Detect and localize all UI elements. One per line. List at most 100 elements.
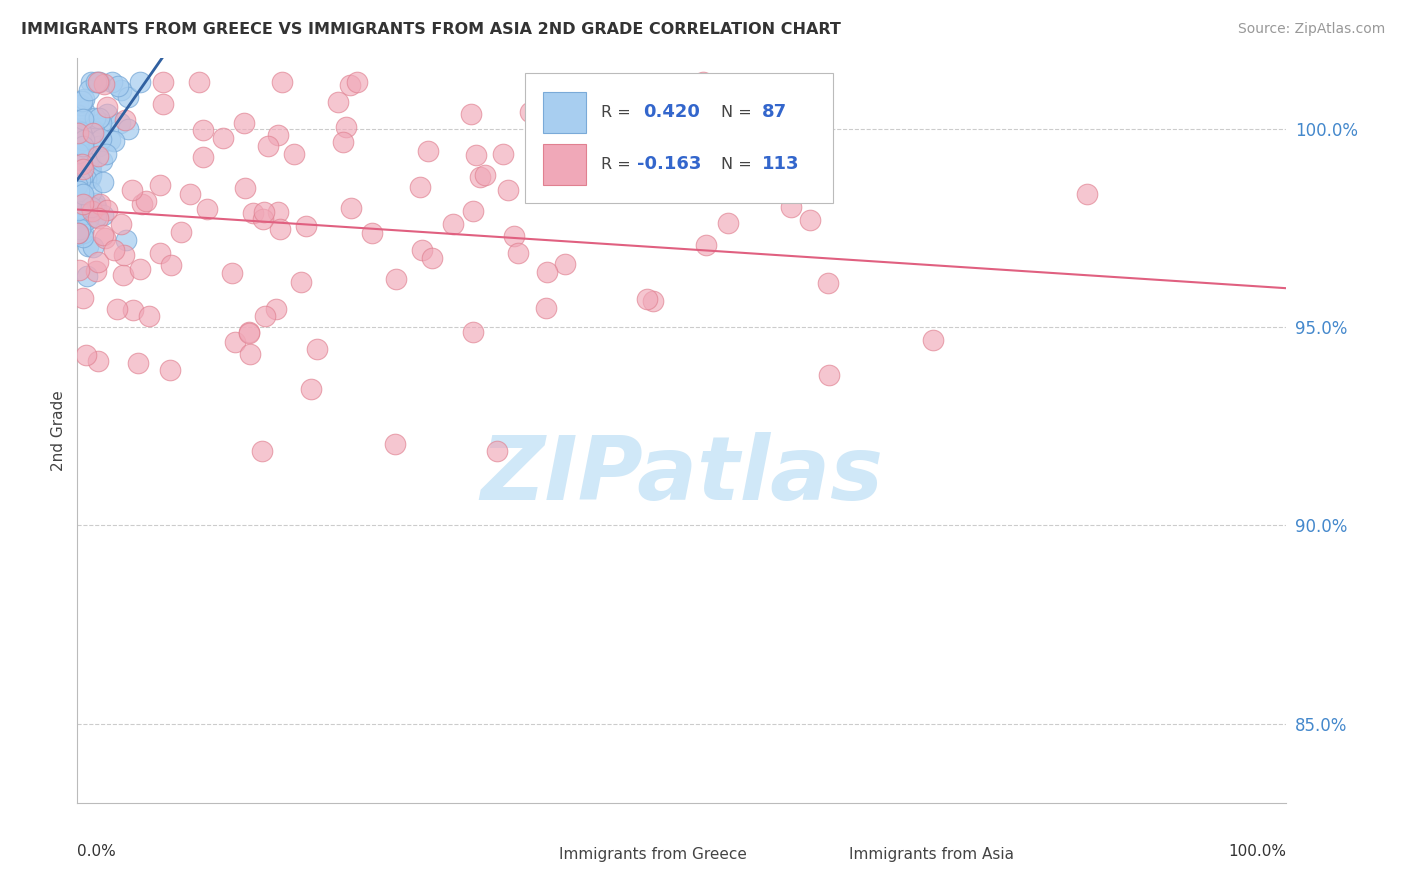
- Point: [77, 152, 100, 166]
- Point: [87, 75, 110, 89]
- Point: [76, 150, 98, 164]
- Point: [115, 233, 138, 247]
- Point: [422, 252, 444, 266]
- Point: [82, 126, 104, 140]
- Point: [129, 75, 152, 89]
- Point: [73, 133, 96, 147]
- Point: [75, 148, 97, 162]
- Point: [69, 173, 91, 187]
- Point: [636, 293, 658, 307]
- Point: [267, 128, 290, 142]
- Point: [84, 210, 107, 224]
- Point: [111, 268, 134, 282]
- Point: [96, 202, 118, 217]
- Point: [67, 262, 90, 277]
- Point: [152, 75, 174, 89]
- Point: [69, 121, 91, 136]
- Text: R =: R =: [600, 157, 636, 172]
- Point: [72, 142, 94, 156]
- Point: [73, 207, 96, 221]
- Point: [72, 230, 94, 244]
- Point: [90, 116, 112, 130]
- Point: [87, 111, 110, 125]
- Point: [89, 120, 111, 135]
- Text: Immigrants from Asia: Immigrants from Asia: [849, 847, 1014, 863]
- Point: [269, 221, 291, 235]
- Point: [72, 186, 94, 201]
- Point: [84, 111, 107, 125]
- Point: [77, 212, 100, 227]
- Point: [90, 153, 112, 168]
- Point: [299, 382, 322, 396]
- Point: [339, 78, 361, 92]
- Point: [485, 443, 508, 458]
- Point: [69, 98, 91, 112]
- Point: [105, 302, 128, 317]
- Text: IMMIGRANTS FROM GREECE VS IMMIGRANTS FROM ASIA 2ND GRADE CORRELATION CHART: IMMIGRANTS FROM GREECE VS IMMIGRANTS FRO…: [21, 22, 841, 37]
- Point: [224, 334, 246, 349]
- Point: [152, 96, 174, 111]
- Text: 87: 87: [762, 103, 787, 121]
- Point: [73, 120, 96, 135]
- Text: 100.0%: 100.0%: [1229, 844, 1286, 859]
- Text: N =: N =: [721, 157, 756, 172]
- Point: [384, 272, 406, 286]
- Point: [77, 239, 100, 253]
- Point: [717, 216, 740, 230]
- Point: [193, 149, 215, 163]
- Point: [117, 89, 139, 103]
- Point: [93, 77, 115, 91]
- Point: [506, 246, 529, 260]
- Point: [384, 436, 406, 450]
- Point: [101, 75, 124, 89]
- Point: [91, 228, 114, 243]
- Point: [72, 162, 94, 177]
- Point: [463, 203, 485, 218]
- Point: [72, 139, 94, 153]
- Point: [326, 95, 349, 109]
- Text: Immigrants from Greece: Immigrants from Greece: [558, 847, 747, 863]
- Point: [817, 277, 839, 291]
- Point: [554, 257, 576, 271]
- Point: [416, 144, 439, 158]
- Point: [67, 95, 90, 110]
- FancyBboxPatch shape: [524, 73, 832, 203]
- Point: [110, 83, 132, 97]
- Point: [72, 197, 94, 211]
- Point: [87, 254, 110, 268]
- Point: [90, 131, 112, 145]
- Point: [67, 146, 90, 161]
- Point: [138, 310, 160, 324]
- Point: [75, 206, 97, 220]
- Point: [160, 258, 183, 272]
- Point: [242, 206, 264, 220]
- Point: [187, 75, 209, 89]
- Point: [465, 148, 488, 162]
- Point: [67, 126, 90, 140]
- Point: [799, 212, 821, 227]
- Point: [211, 131, 233, 145]
- Point: [159, 362, 181, 376]
- Point: [135, 194, 157, 209]
- Point: [84, 264, 107, 278]
- FancyBboxPatch shape: [543, 144, 586, 185]
- Point: [72, 190, 94, 204]
- Point: [84, 195, 107, 210]
- Point: [107, 78, 129, 93]
- Point: [921, 333, 943, 347]
- Point: [72, 292, 94, 306]
- Point: [70, 94, 93, 108]
- Point: [221, 266, 243, 280]
- Point: [360, 226, 382, 240]
- Point: [79, 186, 101, 200]
- Point: [87, 149, 110, 163]
- Point: [564, 130, 586, 145]
- Point: [72, 197, 94, 211]
- FancyBboxPatch shape: [543, 92, 586, 133]
- Point: [69, 125, 91, 139]
- Point: [67, 184, 90, 198]
- Point: [91, 175, 114, 189]
- Point: [238, 326, 260, 340]
- Point: [72, 112, 94, 127]
- Y-axis label: 2nd Grade: 2nd Grade: [51, 390, 66, 471]
